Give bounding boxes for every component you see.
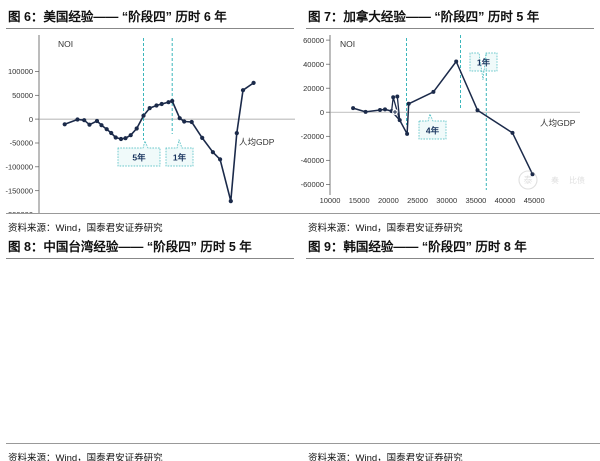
svg-text:NOI: NOI [340,39,355,49]
svg-text:比债: 比债 [569,175,585,185]
svg-text:0: 0 [320,108,324,117]
svg-text:-40000: -40000 [301,156,324,165]
svg-text:4年: 4年 [426,126,440,136]
svg-text:50000: 50000 [12,91,33,100]
svg-text:5年: 5年 [132,153,146,163]
svg-text:人均GDP: 人均GDP [540,118,576,128]
svg-text:0: 0 [29,115,33,124]
svg-text:-50000: -50000 [10,139,33,148]
svg-text:30000: 30000 [436,196,457,205]
svg-text:-100000: -100000 [5,163,33,172]
svg-text:人均GDP: 人均GDP [239,137,275,147]
svg-text:40000: 40000 [495,196,516,205]
svg-text:1年: 1年 [477,58,491,68]
svg-text:1年: 1年 [173,153,187,163]
svg-text:40000: 40000 [303,60,324,69]
svg-text:35000: 35000 [465,196,486,205]
svg-text:20000: 20000 [303,84,324,93]
svg-text:泰: 泰 [523,174,532,185]
svg-text:-60000: -60000 [301,180,324,189]
svg-text:-20000: -20000 [301,132,324,141]
svg-text:NOI: NOI [58,39,73,49]
svg-text:奏: 奏 [551,175,559,185]
svg-text:60000: 60000 [303,36,324,45]
svg-text:25000: 25000 [407,196,428,205]
svg-text:100000: 100000 [8,67,33,76]
svg-text:45000: 45000 [524,196,545,205]
svg-text:-150000: -150000 [5,186,33,195]
svg-text:10000: 10000 [320,196,341,205]
svg-text:20000: 20000 [378,196,399,205]
svg-text:15000: 15000 [349,196,370,205]
